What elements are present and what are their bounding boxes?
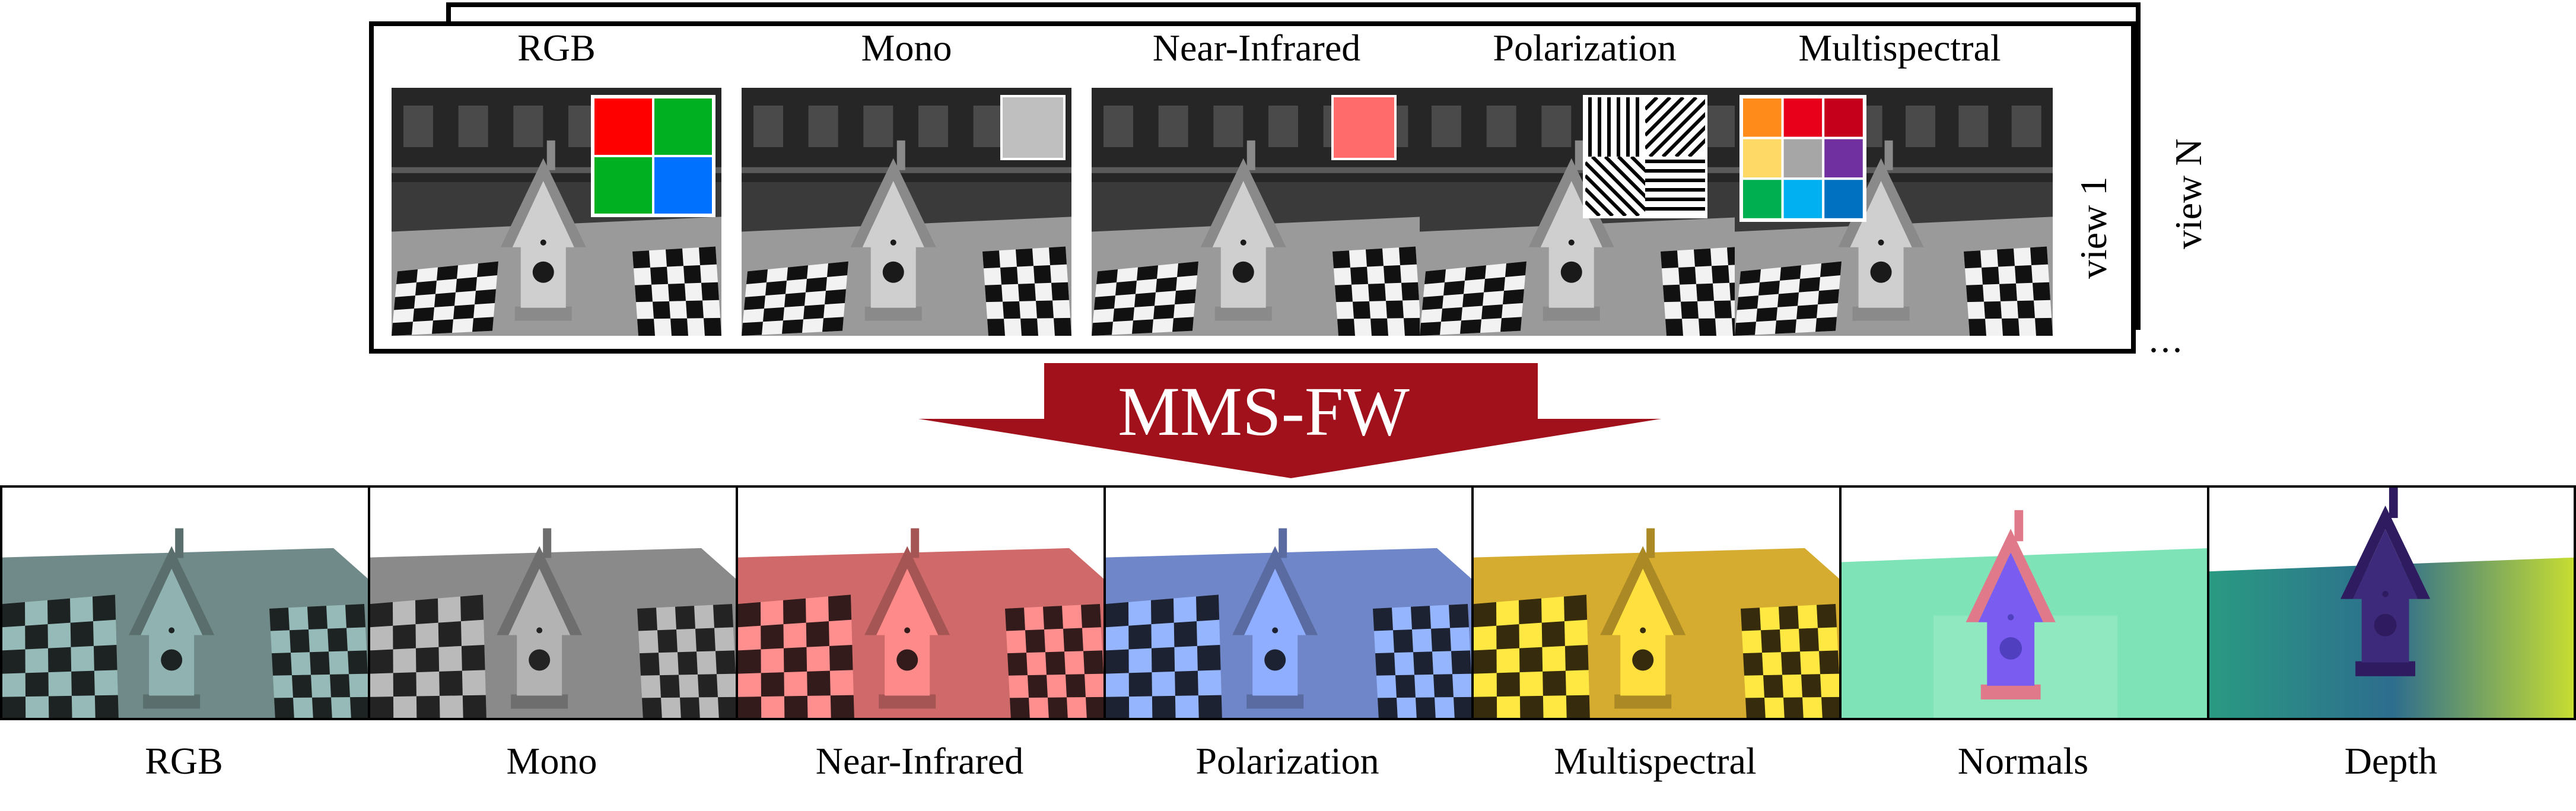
nir-filter-icon	[1331, 95, 1397, 160]
output-image-near-infrared	[736, 485, 1106, 720]
view-1-label: view 1	[2072, 176, 2114, 279]
input-label-multispectral: Multispectral	[1798, 27, 2001, 69]
output-label-mono: Mono	[506, 740, 597, 782]
output-label-multispectral: Multispectral	[1554, 740, 1757, 782]
bayer-filter-icon	[591, 95, 715, 217]
input-image-multispectral	[1735, 88, 2053, 336]
output-image-multispectral	[1471, 485, 1842, 720]
multispectral-filter-icon	[1739, 95, 1866, 222]
more-views-ellipsis: ...	[2149, 318, 2184, 360]
output-label-normals: Normals	[1957, 740, 2089, 782]
framework-label: MMS-FW	[1118, 373, 1410, 450]
mono-filter-icon	[1000, 95, 1066, 160]
polarization-filter-icon	[1583, 95, 1707, 218]
input-image-near-infrared	[1092, 88, 1421, 336]
output-label-rgb: RGB	[145, 740, 223, 782]
output-label-polarization: Polarization	[1195, 740, 1379, 782]
output-image-polarization	[1103, 485, 1474, 720]
input-label-rgb: RGB	[517, 27, 596, 69]
output-image-normals	[1839, 485, 2209, 720]
input-label-near-infrared: Near-Infrared	[1152, 27, 1361, 69]
output-image-depth	[2207, 485, 2576, 720]
output-label-depth: Depth	[2344, 740, 2438, 782]
input-label-mono: Mono	[861, 27, 952, 69]
view-n-label: view N	[2167, 138, 2209, 249]
output-image-mono	[368, 485, 738, 720]
output-image-rgb	[0, 485, 370, 720]
output-label-near-infrared: Near-Infrared	[815, 740, 1024, 782]
input-label-polarization: Polarization	[1493, 27, 1677, 69]
